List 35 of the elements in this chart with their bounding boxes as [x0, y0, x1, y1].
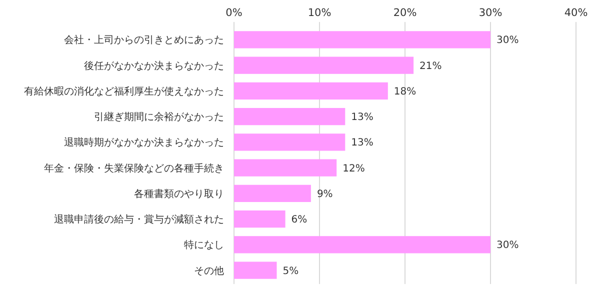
data-label: 18% [394, 86, 416, 98]
x-tick-label: 20% [393, 7, 417, 19]
bar [234, 108, 346, 126]
x-tick-label: 40% [564, 7, 588, 19]
y-tick-label: 年金・保険・失業保険などの各種手続き [44, 162, 224, 174]
bar [234, 31, 490, 48]
data-label: 30% [496, 240, 519, 252]
y-tick-label: 退職申請後の給与・賞与が減額された [54, 214, 224, 226]
data-label: 21% [420, 60, 442, 72]
x-tick-label: 30% [478, 7, 502, 19]
x-tick-label: 0% [226, 7, 242, 19]
x-tick-label: 10% [308, 7, 332, 19]
y-tick-label: その他 [194, 264, 224, 277]
bar [234, 236, 490, 254]
data-label: 13% [351, 138, 374, 149]
data-label: 13% [351, 112, 374, 124]
bar [234, 134, 346, 151]
bar [234, 184, 311, 202]
bar [234, 159, 337, 176]
data-label: 6% [291, 214, 308, 226]
data-label: 5% [282, 266, 299, 277]
y-tick-label: 有給休暇の消化など福利厚生が使えなかった [24, 85, 224, 98]
bar [234, 262, 277, 279]
data-label: 12% [342, 163, 365, 174]
bar [234, 56, 414, 74]
bar [234, 82, 388, 100]
data-label: 30% [496, 35, 519, 46]
y-tick-label: 引継ぎ期間に余裕がなかった [94, 111, 224, 124]
y-tick-label: 後任がなかなか決まらなかった [84, 60, 224, 72]
bar [234, 210, 286, 228]
y-tick-label: 各種書類のやり取り [134, 188, 224, 200]
y-tick-label: 会社・上司からの引きとめにあった [64, 34, 224, 46]
data-label: 9% [316, 188, 333, 200]
y-tick-label: 退職時期がなかなか決まらなかった [64, 136, 224, 149]
y-tick-label: 特になし [184, 239, 224, 252]
